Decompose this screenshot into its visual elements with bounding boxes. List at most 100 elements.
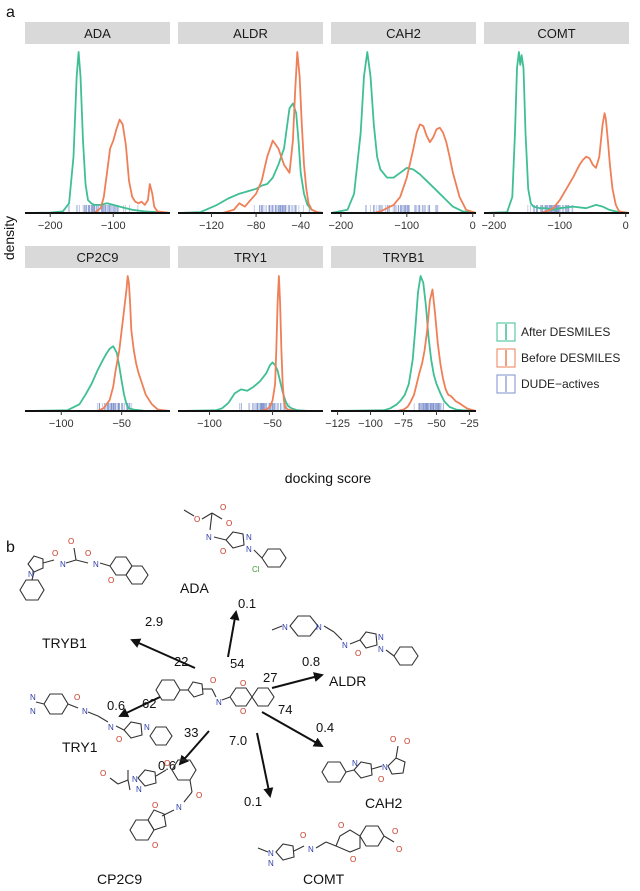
facet-strip-cah2: [331, 22, 476, 44]
svg-text:O: O: [396, 845, 402, 854]
svg-text:O: O: [355, 649, 361, 658]
density-curve-after-try1: [177, 361, 323, 412]
x-tick-label: −50: [112, 418, 131, 430]
density-curve-after-comt: [483, 51, 630, 214]
density-curve-before-try1: [178, 275, 323, 412]
svg-text:O: O: [390, 735, 396, 744]
svg-text:N: N: [378, 645, 384, 654]
svg-text:O: O: [194, 515, 200, 524]
target-label-cah2: CAH2: [365, 795, 403, 811]
svg-text:O: O: [350, 855, 356, 864]
facet-title-ada: ADA: [84, 26, 111, 41]
target-label-comt: COMT: [303, 871, 345, 887]
similarity-comt: 7.0: [229, 733, 247, 748]
x-tick-label: −200: [481, 220, 506, 232]
svg-text:N: N: [342, 641, 348, 650]
facet-cp2c9: CP2C9 −100 −50: [24, 246, 171, 430]
target-label-cp2c9: CP2C9: [97, 871, 142, 887]
score-aldr: 0.8: [302, 654, 320, 669]
score-cah2: 0.4: [316, 720, 334, 735]
density-curve-before-ada: [25, 118, 171, 214]
target-label-tryb1: TRYB1: [42, 635, 87, 651]
facet-title-try1: TRY1: [234, 250, 267, 265]
arrow-to-aldr: [271, 672, 324, 689]
density-curve-after-cah2: [330, 51, 477, 214]
actives-rug-aldr: [253, 205, 311, 212]
svg-text:N: N: [93, 560, 99, 569]
svg-text:Cl: Cl: [252, 565, 260, 574]
x-tick-label: −50: [263, 418, 282, 430]
svg-text:O: O: [378, 775, 384, 784]
svg-text:N: N: [246, 533, 252, 542]
similarity-try1: 62: [142, 696, 156, 711]
svg-text:N: N: [82, 707, 88, 716]
svg-text:N: N: [28, 570, 34, 579]
facet-title-cp2c9: CP2C9: [77, 250, 119, 265]
similarity-cp2c9: 33: [184, 725, 198, 740]
molecule-comt: N N O N O O O O: [257, 821, 402, 868]
score-comt: 0.1: [244, 794, 262, 809]
svg-text:O: O: [300, 831, 306, 840]
x-tick-label: −200: [38, 220, 63, 232]
svg-text:N: N: [268, 859, 274, 868]
svg-text:N: N: [176, 803, 182, 812]
similarity-network: 22 54 27 74 7.0 33 62 2.9 0.1 0.8 0.4 0.…: [19, 503, 419, 887]
x-tick-label: −100: [547, 220, 572, 232]
density-curve-after-ada: [24, 51, 171, 214]
svg-text:O: O: [240, 679, 246, 688]
y-axis-title: density: [1, 216, 17, 260]
facet-title-aldr: ALDR: [233, 26, 268, 41]
x-tick-label: −200: [328, 220, 353, 232]
x-tick-label: 0: [623, 220, 629, 232]
svg-text:N: N: [268, 849, 274, 858]
svg-text:O: O: [68, 537, 74, 546]
svg-text:O: O: [240, 707, 246, 716]
arrow-to-comt: [256, 732, 274, 798]
score-tryb1: 2.9: [145, 614, 163, 629]
x-tick-label: −120: [199, 220, 224, 232]
molecule-ada: O O O N O N N Cl: [183, 503, 287, 574]
svg-text:N: N: [136, 785, 142, 794]
similarity-tryb1: 22: [174, 654, 188, 669]
arrow-to-tryb1: [130, 638, 196, 669]
legend-label-before: Before DESMILES: [521, 351, 620, 365]
svg-text:O: O: [220, 503, 226, 512]
svg-text:O: O: [152, 801, 158, 810]
density-curve-before-cah2: [331, 123, 477, 214]
actives-rug-try1: [239, 403, 290, 410]
molecule-aldr: N N N O N N: [271, 615, 419, 666]
svg-text:O: O: [100, 769, 106, 778]
legend: After DESMILES Before DESMILES DUDE−acti…: [496, 322, 620, 394]
actives-rug-ada: [67, 205, 139, 212]
svg-text:N: N: [108, 723, 114, 732]
x-tick-label: −80: [247, 220, 266, 232]
svg-text:N: N: [60, 560, 66, 569]
target-label-try1: TRY1: [62, 739, 98, 755]
facet-title-tryb1: TRYB1: [383, 250, 425, 265]
facet-title-cah2: CAH2: [386, 26, 421, 41]
density-curve-after-tryb1: [330, 275, 477, 412]
facet-cah2: CAH2 −200 −100 0: [328, 22, 477, 232]
arrow-to-cah2: [261, 711, 324, 747]
legend-label-actives: DUDE−actives: [521, 377, 599, 391]
legend-label-after: After DESMILES: [521, 325, 610, 339]
facet-comt: COMT −200 −100 0: [481, 22, 630, 232]
svg-text:N: N: [352, 759, 358, 768]
score-cp2c9: 0.6: [158, 758, 176, 773]
svg-text:N: N: [308, 845, 314, 854]
legend-item-actives: DUDE−actives: [496, 374, 599, 394]
actives-rug-cah2: [365, 205, 439, 212]
svg-text:N: N: [378, 633, 384, 642]
molecule-cah2: N O N O O: [321, 735, 410, 784]
molecule-cp2c9: O N N O O N O O: [100, 759, 202, 850]
x-tick-label: −100: [358, 418, 383, 430]
x-tick-label: −25: [460, 418, 479, 430]
density-curve-before-tryb1: [331, 288, 477, 412]
density-curve-after-aldr: [177, 102, 324, 214]
facet-tryb1: TRYB1 −125 −100 −75 −50 −25: [325, 246, 479, 430]
facet-strip-aldr: [178, 22, 323, 44]
svg-text:N: N: [144, 723, 150, 732]
facet-strip-cp2c9: [25, 246, 170, 268]
svg-text:O: O: [196, 791, 202, 800]
